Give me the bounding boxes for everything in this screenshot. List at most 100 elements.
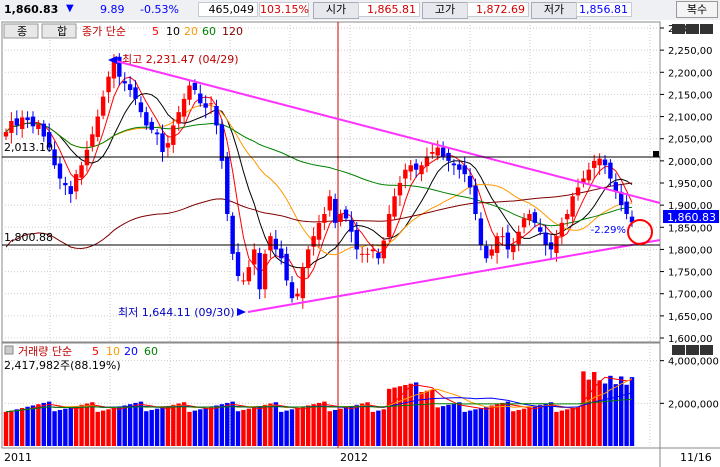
restore-button[interactable]: 복수 (676, 1, 718, 18)
candle-body (208, 103, 214, 105)
panel-controls[interactable] (672, 24, 713, 355)
volume-bar (440, 406, 446, 446)
ma5-line (5, 76, 633, 281)
volume-bar (538, 404, 543, 446)
candle-body (457, 164, 462, 170)
volume-bar (208, 406, 214, 446)
candle-body (68, 186, 73, 195)
candle-body (624, 201, 629, 214)
candle-body (467, 175, 473, 188)
volume-bar (84, 403, 90, 446)
candle-body (138, 102, 144, 113)
volume-bar (597, 380, 602, 446)
candle-body (225, 156, 230, 214)
candle-body (219, 124, 225, 161)
candle-body (144, 112, 149, 126)
candle-body (527, 214, 532, 221)
volume-bar (106, 409, 111, 446)
volume-bar (214, 405, 219, 446)
volume-bar (192, 410, 198, 446)
candle-body (592, 160, 597, 168)
volume-bar (624, 384, 629, 446)
type-button-1[interactable]: 종 (17, 25, 27, 38)
volume-bar (273, 402, 279, 446)
candle-body (19, 117, 25, 129)
ma10-line (5, 92, 633, 269)
type-button-2[interactable]: 합 (57, 25, 67, 38)
volume-bar (451, 403, 457, 446)
volume-bar (478, 408, 484, 446)
volume-bar (413, 382, 419, 446)
low-arrow-icon (237, 308, 246, 316)
volume-bar (262, 404, 268, 446)
volume-bar (73, 406, 79, 446)
volume-bar (306, 405, 311, 446)
price-tick-label: 1,700,00 (668, 290, 713, 301)
volume-bar (489, 405, 494, 446)
candle-body (187, 85, 192, 100)
volume-bar (100, 410, 106, 446)
candle-body (370, 249, 376, 252)
price-tick-label: 1,600,00 (668, 334, 713, 345)
volume-bar (176, 403, 181, 446)
low-value: 1,856.81 (576, 2, 632, 17)
candle-body (473, 185, 478, 214)
volume-bar (111, 408, 117, 446)
ma120-label: 120 (222, 25, 243, 38)
volume-bar (14, 409, 19, 446)
candle-body (316, 222, 322, 240)
volume-bar (332, 409, 338, 446)
candle-body (117, 56, 122, 77)
volume-bar (241, 409, 246, 446)
volume-bar (581, 371, 586, 446)
price-tick-label: 1,800,00 (668, 245, 713, 256)
candle-body (354, 229, 359, 250)
volume-bar (246, 408, 252, 446)
candle-body (262, 253, 268, 290)
volume-bar (279, 411, 284, 446)
candle-body (397, 183, 403, 196)
vma5-label: 5 (92, 345, 99, 358)
vma60-label: 60 (144, 345, 158, 358)
candle-body (435, 147, 440, 156)
volume-bar (527, 407, 532, 446)
volume-bar (435, 407, 440, 446)
candle-body (95, 116, 100, 137)
volume-bar (257, 406, 262, 446)
candle-body (403, 169, 408, 179)
volume-bar (613, 384, 619, 446)
volume-bar (543, 403, 548, 446)
price-tick-label: 2,050,00 (668, 135, 713, 146)
candle-body (79, 165, 84, 178)
candle-body (581, 178, 586, 183)
volume-bar (122, 405, 127, 446)
volume-bar (548, 402, 554, 446)
candle-body (500, 236, 505, 238)
candle-body (63, 183, 68, 186)
volume-bar (365, 402, 370, 446)
price-legend: 종 합 종가 단순 5 10 20 60 120 (3, 23, 243, 39)
ma5-label: 5 (152, 25, 159, 38)
volume-bar (144, 411, 149, 446)
volume-bar (300, 406, 306, 446)
volume-legend-label: 거래량 단순 (18, 345, 72, 358)
volume-ratio: 103.15% (259, 2, 309, 17)
open-label: 시가 (313, 2, 359, 19)
candle-body (149, 121, 154, 130)
highlight-circle (627, 219, 653, 245)
candle-body (57, 163, 63, 179)
candle-body (268, 236, 273, 251)
candle-body (381, 240, 386, 259)
high-annotation: 최고 2,231.47 (04/29) (122, 53, 239, 66)
candle-body (365, 253, 370, 255)
candle-body (543, 232, 548, 245)
candle-body (376, 252, 381, 259)
volume-bar (500, 402, 505, 446)
volume-bar (570, 408, 575, 446)
x-label-date: 11/16 (680, 451, 712, 464)
low-label: 저가 (531, 2, 577, 19)
lower-trendline (247, 239, 661, 313)
volume-bar (90, 402, 95, 446)
volume-bar (225, 402, 230, 446)
volume-bar (36, 404, 41, 446)
